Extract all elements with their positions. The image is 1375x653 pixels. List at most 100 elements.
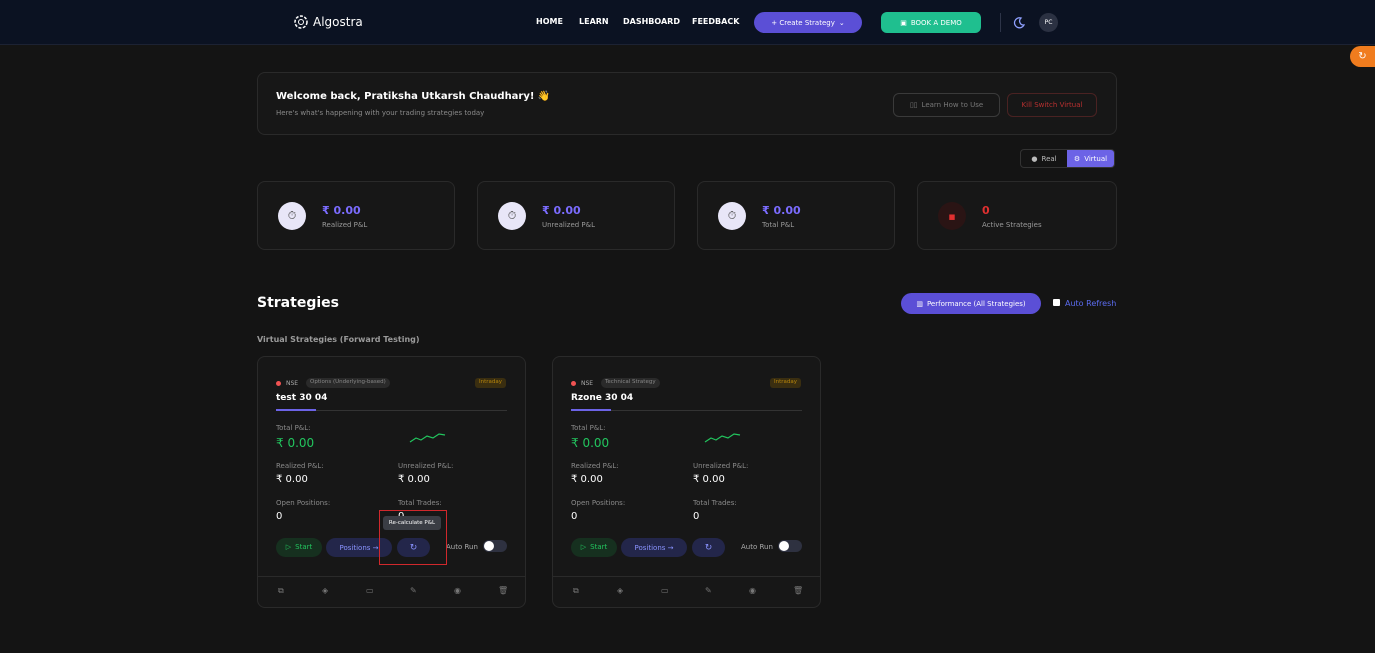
play-icon: ▷ (285, 543, 292, 551)
auto-refresh-checkbox[interactable] (1053, 299, 1060, 306)
nav-link[interactable]: FEEDBACK (692, 17, 740, 26)
recalculate-button[interactable]: ↻ (692, 538, 725, 557)
brand[interactable]: Algostra (313, 15, 363, 29)
label: Total P&L: (571, 424, 606, 432)
value: 0 (693, 511, 700, 522)
value: 0 (571, 511, 578, 522)
stat-card: ⏱ ₹ 0.00 Unrealized P&L (477, 181, 675, 250)
action-icon[interactable]: ◉ (749, 586, 756, 595)
footer-divider (258, 576, 525, 577)
start-label: Start (590, 543, 608, 551)
action-icon[interactable]: 🗑 (498, 586, 509, 595)
mode-toggle: ● Real ⚙ Virtual (1020, 149, 1115, 168)
footer-divider (553, 576, 820, 577)
stat-value: 0 (982, 204, 990, 217)
stat-icon: ▪ (938, 202, 966, 230)
start-button[interactable]: ▷ Start (571, 538, 617, 557)
nav-link[interactable]: HOME (536, 17, 563, 26)
virtual-icon: ⚙ (1073, 154, 1081, 163)
brand-logo (294, 15, 308, 29)
value: ₹ 0.00 (398, 474, 430, 485)
mode-real[interactable]: ● Real (1021, 150, 1067, 167)
action-icon[interactable]: ◈ (617, 586, 624, 595)
auto-refresh-label[interactable]: Auto Refresh (1065, 299, 1117, 308)
stat-icon: ⏱ (498, 202, 526, 230)
learn-button[interactable]: ▯▯ Learn How to Use (893, 93, 1000, 117)
action-icon[interactable]: ✎ (705, 586, 712, 595)
tag: Intraday (769, 378, 801, 388)
book-demo-button[interactable]: ▣ BOOK A DEMO (881, 12, 981, 33)
nav-link[interactable]: LEARN (579, 17, 609, 26)
tab-underline (276, 409, 316, 411)
stat-icon: ⏱ (718, 202, 746, 230)
strategies-title: Strategies (257, 295, 339, 311)
stat-icon: ⏱ (278, 202, 306, 230)
mode-virtual[interactable]: ⚙ Virtual (1067, 150, 1114, 167)
action-icon[interactable]: ⧉ (278, 586, 284, 595)
start-label: Start (295, 543, 313, 551)
auto-run-toggle[interactable] (778, 540, 802, 552)
welcome-box: Welcome back, Pratiksha Utkarsh Chaudhar… (257, 72, 1117, 135)
auto-run-label: Auto Run (446, 543, 478, 551)
label: Total Trades: (398, 499, 442, 507)
highlight-box (379, 510, 447, 565)
sparkline (704, 433, 741, 443)
stat-label: Total P&L (762, 221, 795, 229)
sparkline-path (704, 433, 741, 443)
auto-run-toggle[interactable] (483, 540, 507, 552)
action-icon[interactable]: ✎ (410, 586, 417, 595)
real-icon: ● (1031, 154, 1038, 163)
auto-run-label: Auto Run (741, 543, 773, 551)
status-dot (571, 381, 576, 386)
sparkline-path (409, 433, 446, 443)
stat-label: Active Strategies (982, 221, 1042, 229)
chart-icon: ▥ (916, 299, 923, 308)
toggle-knob (484, 541, 494, 551)
kill-switch-button[interactable]: Kill Switch Virtual (1007, 93, 1097, 117)
exchange: NSE (581, 380, 594, 387)
demo-label: BOOK A DEMO (910, 18, 962, 27)
action-icon[interactable]: ◉ (454, 586, 461, 595)
strategy-name: Rzone 30 04 (571, 393, 634, 403)
play-icon: ▷ (580, 543, 587, 551)
value: ₹ 0.00 (571, 474, 603, 485)
avatar[interactable]: PC (1039, 13, 1058, 32)
welcome-title: Welcome back, Pratiksha Utkarsh Chaudhar… (276, 91, 551, 102)
label: Realized P&L: (571, 462, 619, 470)
strategy-card: NSE Options (Underlying-based) Intraday tes… (257, 356, 526, 608)
recalculate-button[interactable]: ↻ (397, 538, 430, 557)
type-pill: Options (Underlying-based) (306, 378, 390, 388)
demo-icon: ▣ (900, 18, 907, 27)
tab-underline (571, 409, 611, 411)
welcome-subtitle: Here's what's happening with your tradin… (276, 109, 485, 117)
positions-button[interactable]: Positions → (621, 538, 687, 557)
action-icon[interactable]: ▭ (661, 586, 669, 595)
nav-link[interactable]: DASHBOARD (623, 17, 680, 26)
action-icon[interactable]: ⧉ (573, 586, 579, 595)
action-icon[interactable]: 🗑 (793, 586, 804, 595)
stat-card: ⏱ ₹ 0.00 Total P&L (697, 181, 895, 250)
performance-button[interactable]: ▥ Performance (All Strategies) (901, 293, 1041, 314)
refresh-fab[interactable]: ↻ (1350, 46, 1375, 67)
divider (276, 410, 507, 411)
action-icon[interactable]: ◈ (322, 586, 329, 595)
stat-value: ₹ 0.00 (762, 204, 801, 217)
create-strategy-button[interactable]: + Create Strategy ⌄ (754, 12, 862, 33)
stat-card: ▪ 0 Active Strategies (917, 181, 1117, 250)
navbar: Algostra HOME LEARN DASHBOARD FEEDBACK +… (0, 0, 1375, 45)
positions-button[interactable]: Positions → (326, 538, 392, 557)
label: Open Positions: (571, 499, 626, 507)
action-icon[interactable]: ▭ (366, 586, 374, 595)
exchange: NSE (286, 380, 299, 387)
value: ₹ 0.00 (276, 474, 308, 485)
status-dot (276, 381, 281, 386)
sparkline (409, 433, 446, 443)
stat-value: ₹ 0.00 (542, 204, 581, 217)
value: ₹ 0.00 (693, 474, 725, 485)
theme-toggle[interactable] (1012, 16, 1026, 30)
label: Total P&L: (276, 424, 311, 432)
tooltip: Re-calculate P&L (383, 516, 441, 530)
start-button[interactable]: ▷ Start (276, 538, 322, 557)
